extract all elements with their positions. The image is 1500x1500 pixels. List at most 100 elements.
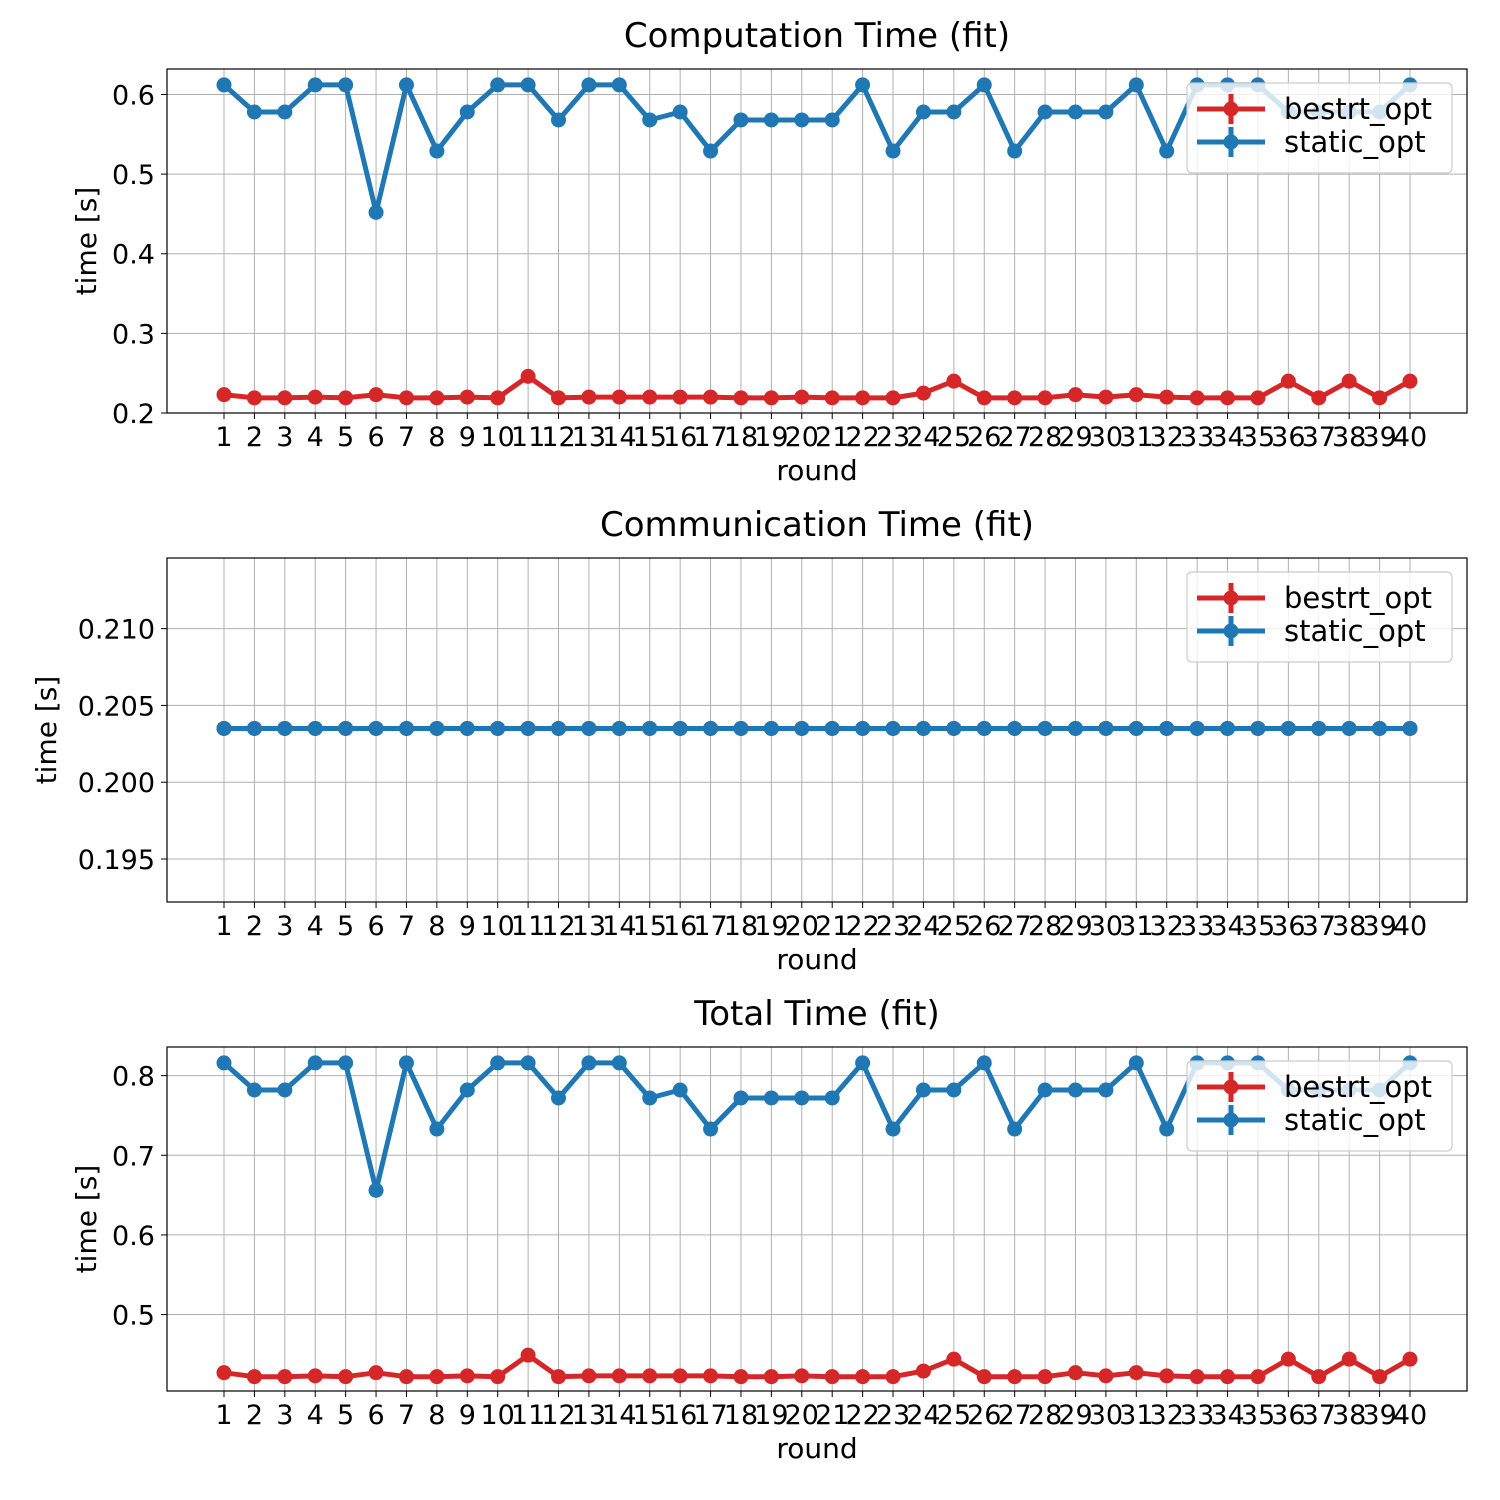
legend-label-static_opt: static_opt: [1284, 614, 1426, 648]
data-point-bestrt_opt: [1098, 389, 1114, 405]
axes-frame: [166, 557, 1468, 903]
data-point-bestrt_opt: [976, 1369, 992, 1385]
x-axis-label: round: [776, 454, 857, 487]
data-point-bestrt_opt: [1067, 1365, 1083, 1381]
data-point-static_opt: [703, 720, 719, 736]
chart-panel-3: 1 2 3 4 5 6 7 8 9 1011121314151617181920212223242…: [70, 994, 1468, 1465]
y-tick-label: 0.5: [112, 1301, 155, 1332]
data-point-bestrt_opt: [1341, 373, 1357, 389]
data-point-bestrt_opt: [368, 387, 384, 403]
data-point-static_opt: [1067, 720, 1083, 736]
legend-marker-bestrt_opt: [1223, 101, 1239, 117]
x-tick-label: 23: [876, 911, 910, 942]
data-point-bestrt_opt: [246, 1369, 262, 1385]
data-point-static_opt: [338, 77, 354, 93]
data-point-static_opt: [763, 112, 779, 128]
data-point-bestrt_opt: [1250, 1369, 1266, 1385]
x-tick-label: 5: [337, 1400, 354, 1431]
data-point-bestrt_opt: [338, 1369, 354, 1385]
data-point-static_opt: [581, 77, 597, 93]
x-tick-label: 32: [1150, 911, 1184, 942]
x-tick-label: 13: [572, 1400, 606, 1431]
x-tick-label: 4: [307, 911, 324, 942]
data-point-static_opt: [885, 720, 901, 736]
x-tick-label: 18: [724, 911, 758, 942]
data-point-bestrt_opt: [216, 1365, 232, 1381]
data-point-bestrt_opt: [1372, 390, 1388, 406]
data-point-bestrt_opt: [1128, 1365, 1144, 1381]
x-tick-label: 19: [754, 911, 788, 942]
x-tick-label: 35: [1241, 1400, 1275, 1431]
x-tick-label: 34: [1210, 911, 1244, 942]
x-axis-label: round: [776, 943, 857, 976]
data-point-bestrt_opt: [1037, 1369, 1053, 1385]
data-point-static_opt: [1159, 1121, 1175, 1137]
data-point-bestrt_opt: [642, 1368, 658, 1384]
x-tick-label: 38: [1332, 422, 1366, 453]
x-tick-label: 21: [815, 1400, 849, 1431]
data-point-static_opt: [1128, 720, 1144, 736]
legend-marker-bestrt_opt: [1223, 1079, 1239, 1095]
y-tick-label: 0.2: [112, 399, 155, 430]
data-point-static_opt: [703, 143, 719, 159]
x-tick-label: 15: [633, 911, 667, 942]
x-tick-label: 32: [1150, 422, 1184, 453]
data-point-bestrt_opt: [520, 368, 536, 384]
data-point-static_opt: [1128, 77, 1144, 93]
data-point-bestrt_opt: [1220, 1369, 1236, 1385]
data-point-static_opt: [246, 1082, 262, 1098]
data-point-bestrt_opt: [307, 389, 323, 405]
x-tick-label: 2: [246, 422, 263, 453]
x-tick-label: 8: [428, 422, 445, 453]
x-tick-label: 24: [906, 422, 940, 453]
x-tick-label: 30: [1089, 911, 1123, 942]
legend-marker-bestrt_opt: [1223, 590, 1239, 606]
axes-frame: [166, 68, 1468, 414]
data-point-bestrt_opt: [277, 1369, 293, 1385]
x-tick-label: 18: [724, 1400, 758, 1431]
y-tick-label: 0.3: [112, 319, 155, 350]
data-point-static_opt: [216, 77, 232, 93]
x-tick-label: 6: [367, 1400, 384, 1431]
x-tick-label: 23: [876, 1400, 910, 1431]
data-point-static_opt: [429, 1121, 445, 1137]
x-tick-label: 36: [1271, 422, 1305, 453]
x-axis-label: round: [776, 1432, 857, 1465]
x-tick-label: 34: [1210, 1400, 1244, 1431]
x-tick-label: 4: [307, 1400, 324, 1431]
x-tick-label: 27: [997, 1400, 1031, 1431]
x-tick-label: 37: [1302, 1400, 1336, 1431]
data-point-bestrt_opt: [246, 390, 262, 406]
data-point-bestrt_opt: [733, 1369, 749, 1385]
data-point-bestrt_opt: [459, 1368, 475, 1384]
data-point-static_opt: [429, 143, 445, 159]
x-tick-label: 16: [663, 1400, 697, 1431]
x-tick-label: 4: [307, 422, 324, 453]
x-tick-label: 25: [937, 911, 971, 942]
x-tick-label: 12: [541, 422, 575, 453]
data-point-static_opt: [246, 104, 262, 120]
x-tick-label: 12: [541, 1400, 575, 1431]
x-tick-label: 9: [459, 911, 476, 942]
legend-marker-static_opt: [1223, 623, 1239, 639]
data-point-static_opt: [216, 1055, 232, 1071]
x-tick-label: 3: [276, 911, 293, 942]
x-tick-label: 28: [1028, 911, 1062, 942]
data-point-static_opt: [855, 1055, 871, 1071]
data-point-static_opt: [946, 720, 962, 736]
x-tick-label: 32: [1150, 1400, 1184, 1431]
x-tick-label: 36: [1271, 911, 1305, 942]
x-tick-label: 11: [511, 422, 545, 453]
data-point-static_opt: [307, 77, 323, 93]
data-point-bestrt_opt: [429, 1369, 445, 1385]
data-point-bestrt_opt: [490, 1369, 506, 1385]
x-tick-label: 14: [602, 1400, 636, 1431]
data-point-static_opt: [216, 720, 232, 736]
data-point-static_opt: [794, 1090, 810, 1106]
data-point-static_opt: [1280, 720, 1296, 736]
data-point-bestrt_opt: [551, 390, 567, 406]
data-point-bestrt_opt: [1098, 1368, 1114, 1384]
y-tick-label: 0.6: [112, 80, 155, 111]
